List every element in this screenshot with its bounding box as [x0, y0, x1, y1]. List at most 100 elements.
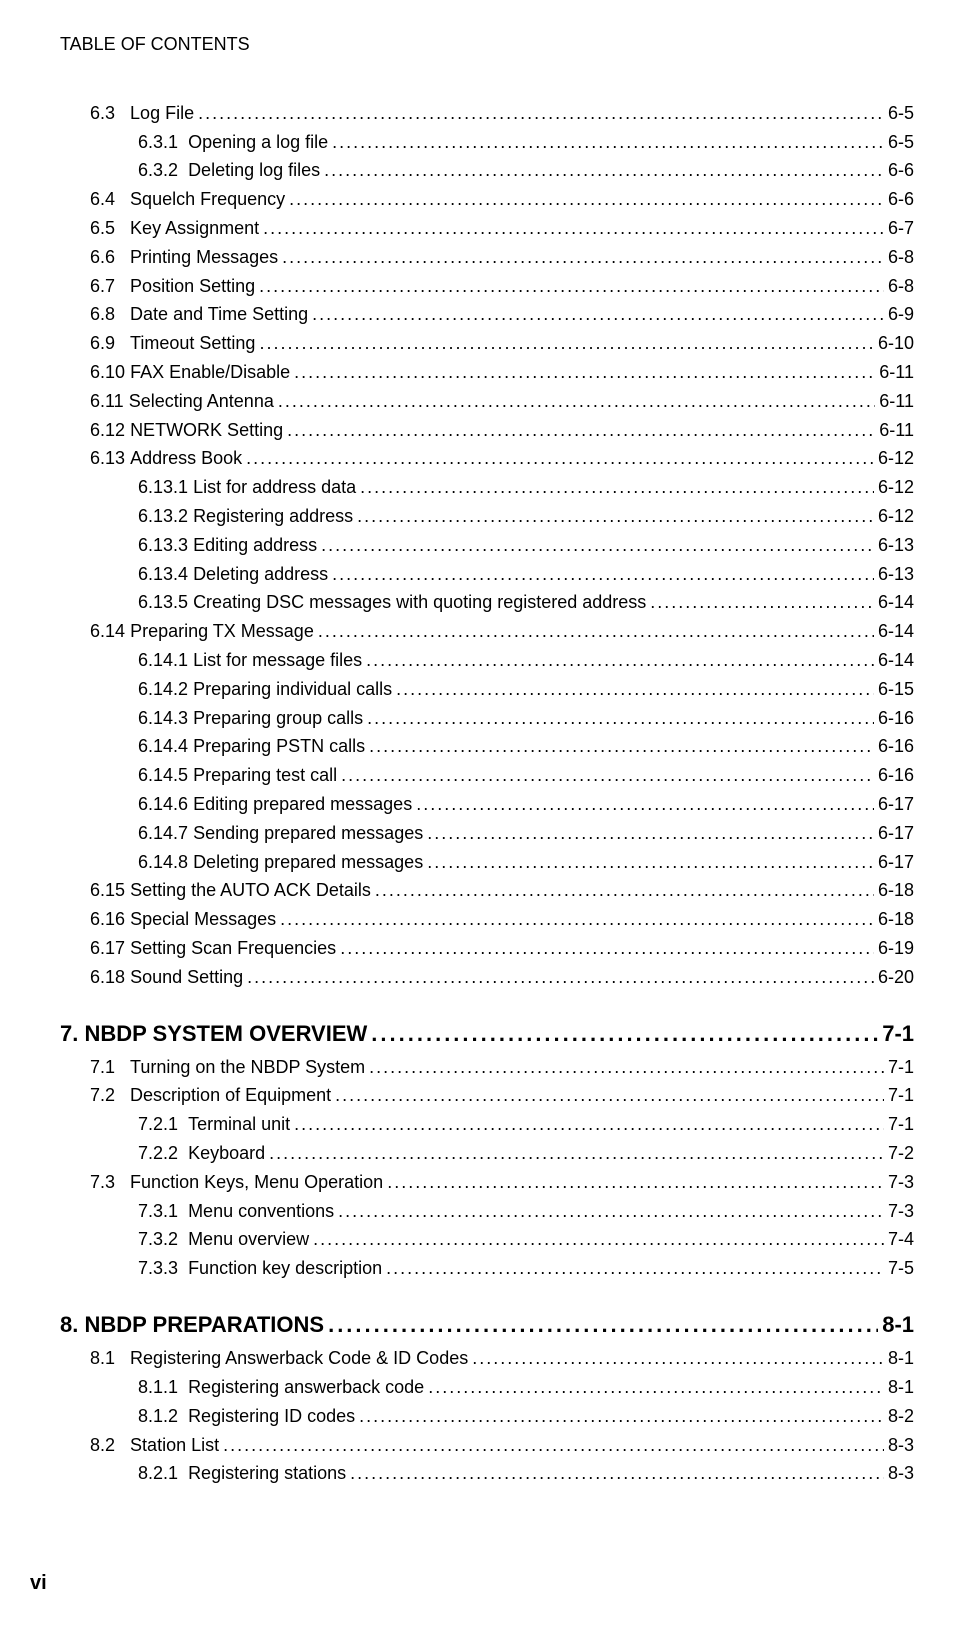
toc-gap — [115, 1053, 130, 1082]
toc-entry: 6.17 Setting Scan Frequencies 6-19 — [60, 934, 914, 963]
toc-entry-label: Address Book — [130, 444, 242, 473]
toc-entry: 7. NBDP SYSTEM OVERVIEW 7-1 — [60, 1016, 914, 1051]
toc-entry-page: 6-11 — [879, 387, 914, 416]
toc-entry-label: Log File — [130, 99, 194, 128]
toc-entry-number: 7.3.3 — [138, 1254, 178, 1283]
toc-entry-number: 7. — [60, 1016, 78, 1051]
toc-gap — [178, 128, 188, 157]
toc-entry-label: NBDP PREPARATIONS — [84, 1307, 324, 1342]
toc-entry: 6.14.7 Sending prepared messages 6-17 — [60, 819, 914, 848]
toc-entry-number: 6.11 — [90, 387, 124, 416]
toc-entry-number: 6.7 — [90, 272, 115, 301]
toc-leader-dots — [198, 99, 884, 128]
toc-leader-dots — [294, 358, 875, 387]
toc-entry-number: 6.13.5 — [138, 588, 188, 617]
toc-entry-label: Date and Time Setting — [130, 300, 308, 329]
toc-entry: 6.11 Selecting Antenna 6-11 — [60, 387, 914, 416]
toc-leader-dots — [369, 732, 874, 761]
toc-entry-page: 6-13 — [878, 560, 914, 589]
toc-entry-number: 8.1.1 — [138, 1373, 178, 1402]
toc-gap — [115, 300, 130, 329]
toc-entry: 6.8 Date and Time Setting 6-9 — [60, 300, 914, 329]
toc-entry: 6.3.2 Deleting log files 6-6 — [60, 156, 914, 185]
toc-entry: 8.2 Station List 8-3 — [60, 1431, 914, 1460]
toc-entry: 6.14.6 Editing prepared messages 6-17 — [60, 790, 914, 819]
toc-leader-dots — [324, 156, 884, 185]
toc-entry-page: 8-2 — [888, 1402, 914, 1431]
toc-entry-label: Turning on the NBDP System — [130, 1053, 365, 1082]
toc-entry-page: 8-1 — [888, 1344, 914, 1373]
toc-entry: 6.13 Address Book 6-12 — [60, 444, 914, 473]
toc-entry-number: 7.2.1 — [138, 1110, 178, 1139]
toc-leader-dots — [340, 934, 874, 963]
toc-entry: 6.16 Special Messages 6-18 — [60, 905, 914, 934]
toc-entry-page: 6-12 — [878, 473, 914, 502]
toc-entry-number: 6.14.1 — [138, 646, 188, 675]
toc-entry-page: 6-19 — [878, 934, 914, 963]
toc-entry-label: FAX Enable/Disable — [130, 358, 290, 387]
toc-leader-dots — [321, 531, 874, 560]
toc-entry: 8.1.2 Registering ID codes 8-2 — [60, 1402, 914, 1431]
toc-leader-dots — [371, 1016, 878, 1051]
toc-entry: 6.14.4 Preparing PSTN calls 6-16 — [60, 732, 914, 761]
toc-entry-page: 6-15 — [878, 675, 914, 704]
toc-leader-dots — [246, 444, 874, 473]
toc-entry-label: Registering Answerback Code & ID Codes — [130, 1344, 468, 1373]
toc-entry-number: 6.10 — [90, 358, 125, 387]
toc-gap — [115, 329, 130, 358]
toc-gap — [178, 1254, 188, 1283]
toc-entry-page: 6-11 — [879, 416, 914, 445]
toc-entry: 8.2.1 Registering stations 8-3 — [60, 1459, 914, 1488]
toc-entry: 6.14.5 Preparing test call 6-16 — [60, 761, 914, 790]
toc-entry-page: 6-16 — [878, 761, 914, 790]
toc-entry-page: 8-3 — [888, 1459, 914, 1488]
toc-gap — [178, 1197, 188, 1226]
toc-entry-label: Setting the AUTO ACK Details — [130, 876, 371, 905]
toc-leader-dots — [332, 128, 884, 157]
toc-gap — [115, 1081, 130, 1110]
toc-entry-number: 6.14.3 — [138, 704, 188, 733]
toc-entry-page: 7-3 — [888, 1197, 914, 1226]
toc-entry-number: 8. — [60, 1307, 78, 1342]
toc-entry: 6.12 NETWORK Setting 6-11 — [60, 416, 914, 445]
toc-entry-number: 6.8 — [90, 300, 115, 329]
toc-entry: 6.18 Sound Setting 6-20 — [60, 963, 914, 992]
toc-entry-page: 7-3 — [888, 1168, 914, 1197]
toc-leader-dots — [259, 329, 874, 358]
page-number-footer: vi — [30, 1567, 47, 1599]
toc-entry-page: 6-5 — [888, 128, 914, 157]
toc-entry-page: 6-5 — [888, 99, 914, 128]
toc-entry: 6.14.2 Preparing individual calls 6-15 — [60, 675, 914, 704]
toc-leader-dots — [259, 272, 884, 301]
toc-entry-label: Terminal unit — [188, 1110, 290, 1139]
toc-entry-label: Deleting address — [193, 560, 328, 589]
toc-entry-page: 6-18 — [878, 905, 914, 934]
toc-entry-page: 6-16 — [878, 732, 914, 761]
toc-entry-number: 6.3.1 — [138, 128, 178, 157]
toc-entry-number: 6.13.1 — [138, 473, 188, 502]
toc-entry: 8.1.1 Registering answerback code 8-1 — [60, 1373, 914, 1402]
toc-entry-page: 6-14 — [878, 646, 914, 675]
toc-entry-page: 7-2 — [888, 1139, 914, 1168]
toc-entry-page: 7-1 — [888, 1053, 914, 1082]
toc-entry-label: Preparing PSTN calls — [193, 732, 365, 761]
toc-entry-page: 6-14 — [878, 588, 914, 617]
toc-entry-page: 6-8 — [888, 243, 914, 272]
toc-entry-label: Opening a log file — [188, 128, 328, 157]
toc-entry-label: Menu overview — [188, 1225, 309, 1254]
toc-leader-dots — [335, 1081, 884, 1110]
toc-entry: 6.15 Setting the AUTO ACK Details 6-18 — [60, 876, 914, 905]
toc-entry: 6.4 Squelch Frequency 6-6 — [60, 185, 914, 214]
toc-entry: 6.10 FAX Enable/Disable 6-11 — [60, 358, 914, 387]
toc-leader-dots — [278, 387, 875, 416]
toc-entry-page: 6-13 — [878, 531, 914, 560]
toc-entry: 6.13.4 Deleting address 6-13 — [60, 560, 914, 589]
toc-entry-page: 6-6 — [888, 156, 914, 185]
toc-entry: 6.7 Position Setting 6-8 — [60, 272, 914, 301]
toc-entry-label: Editing prepared messages — [193, 790, 412, 819]
toc-leader-dots — [387, 1168, 884, 1197]
toc-entry-number: 6.16 — [90, 905, 125, 934]
toc-entry-page: 8-1 — [888, 1373, 914, 1402]
toc-entry-number: 6.14.7 — [138, 819, 188, 848]
toc-leader-dots — [396, 675, 874, 704]
